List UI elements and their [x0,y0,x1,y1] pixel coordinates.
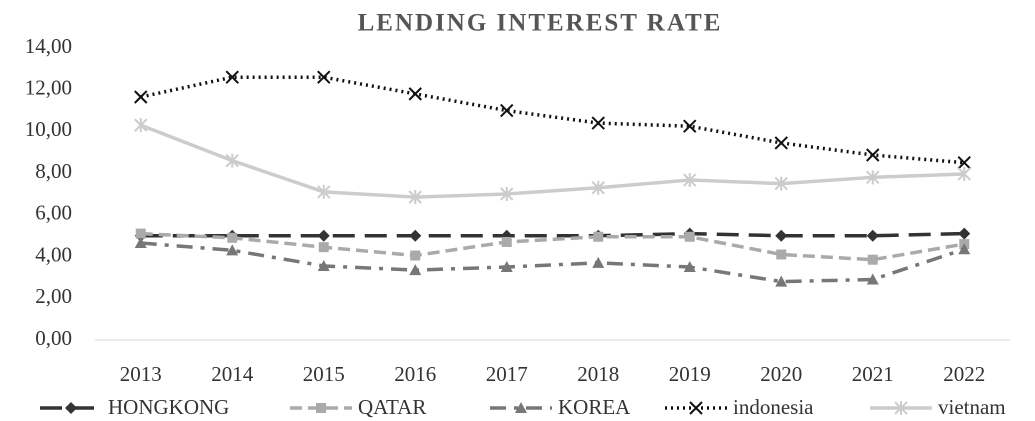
data-point [776,249,787,260]
x-tick-label: 2021 [852,362,894,386]
y-tick-label: 2,00 [35,284,72,308]
y-tick-label: 0,00 [35,326,72,350]
legend-marker [515,402,527,413]
data-point [866,148,880,162]
x-tick-label: 2022 [943,362,985,386]
series-line [140,231,965,262]
series-line [140,231,965,238]
data-point [683,119,697,133]
data-point [957,156,971,170]
x-tick-label: 2014 [211,362,254,386]
data-point [225,70,239,84]
legend-marker [894,401,908,415]
data-point [409,264,422,276]
data-point [867,254,878,265]
x-tick-label: 2020 [760,362,802,386]
data-point [408,87,422,101]
data-point [683,261,696,272]
series-line [140,75,965,165]
data-point [592,256,605,268]
data-point [318,242,329,253]
data-point [500,187,514,201]
x-tick-label: 2015 [303,362,345,386]
data-point [593,231,604,242]
x-tick-label: 2018 [577,362,619,386]
data-point [683,173,697,188]
data-point [591,116,605,130]
legend-label: HONGKONG [108,395,229,419]
y-tick-label: 10,00 [25,117,72,141]
y-tick-label: 4,00 [35,242,72,266]
data-point [957,166,971,181]
data-point [774,176,788,191]
data-point [409,229,422,242]
data-point [134,118,148,133]
data-point [958,243,971,255]
y-tick-label: 8,00 [35,159,72,183]
legend-label: QATAR [358,395,426,419]
series-line [140,241,965,284]
data-point [591,180,605,195]
data-point [866,229,879,242]
legend-label: KOREA [558,395,631,419]
data-point [866,273,879,285]
series-line [140,123,965,199]
data-point [135,228,146,239]
data-point [408,190,422,205]
legend-marker [65,402,77,414]
data-point [775,275,788,287]
data-point [317,259,330,271]
data-point [501,236,512,247]
data-point [866,170,880,185]
data-point [226,244,239,256]
chart-title: LENDING INTEREST RATE [358,10,723,37]
data-point [684,231,695,242]
data-point [958,227,971,240]
x-tick-label: 2013 [120,362,162,386]
data-point [317,70,331,84]
legend-marker [689,401,703,415]
data-point [317,229,330,242]
legend-marker [316,403,326,413]
data-point [225,153,239,168]
data-point [134,90,148,104]
data-point [410,250,421,261]
data-point [227,232,238,243]
legend-label: vietnam [938,395,1006,419]
x-tick-label: 2017 [486,362,528,386]
data-point [317,184,331,199]
y-tick-label: 6,00 [35,201,72,225]
data-point [775,229,788,242]
y-tick-label: 12,00 [25,76,72,100]
data-point [500,103,514,118]
x-tick-label: 2019 [669,362,711,386]
data-point [774,136,788,150]
y-tick-label: 14,00 [25,34,72,58]
data-point [500,261,513,272]
legend-label: indonesia [733,395,814,419]
x-tick-label: 2016 [394,362,436,386]
data-point [134,237,147,249]
